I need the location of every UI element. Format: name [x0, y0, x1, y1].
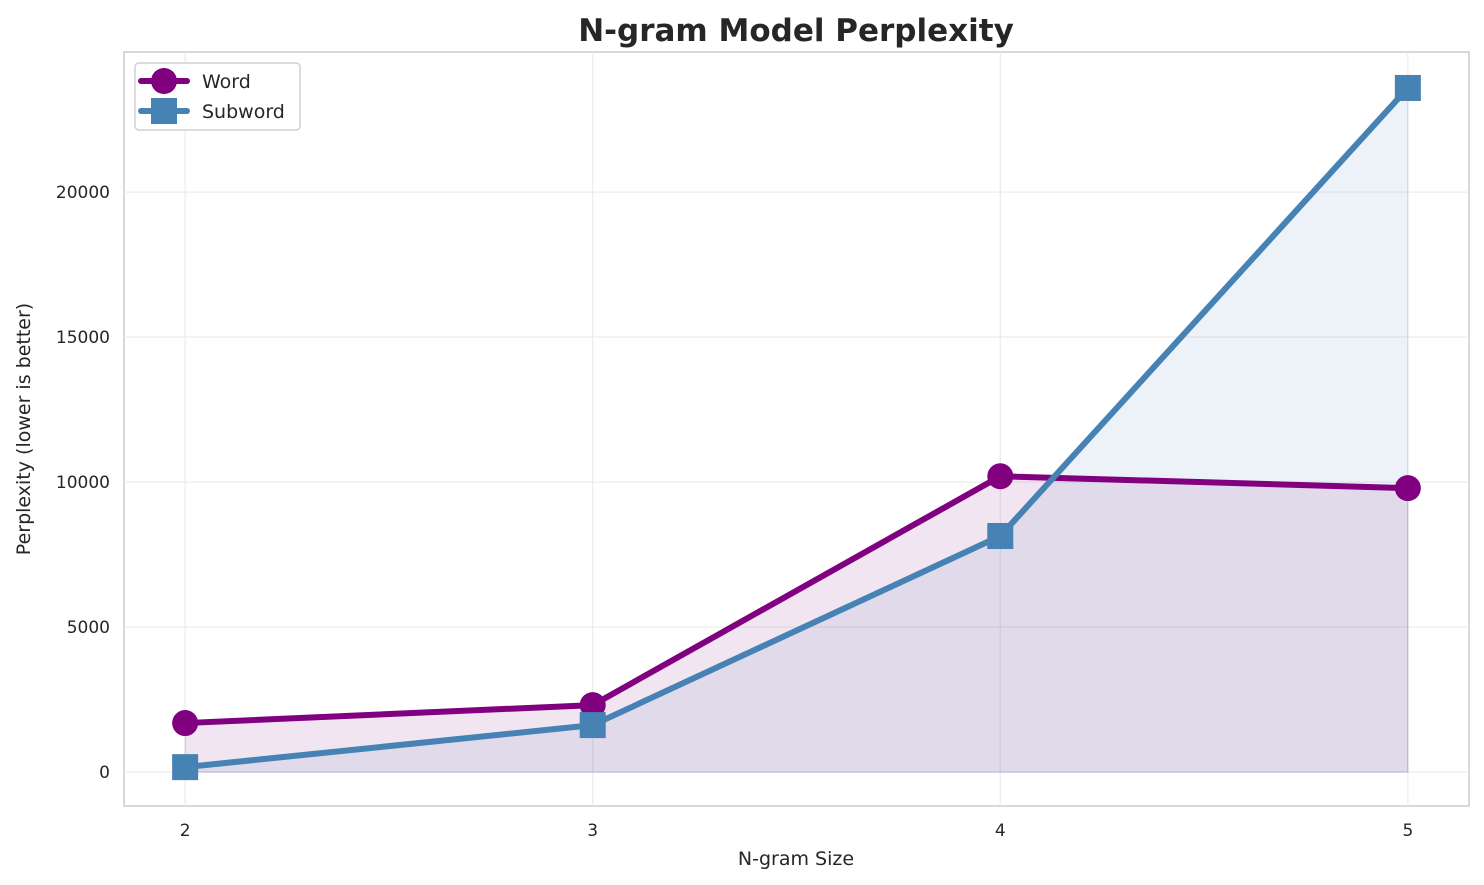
- x-tick-label: 4: [995, 821, 1006, 841]
- legend-label: Word: [202, 71, 251, 93]
- line-word: [185, 473, 1408, 727]
- x-tick-label: 2: [180, 821, 191, 841]
- point-subword: [987, 523, 1014, 550]
- y-tick-label: 15000: [56, 328, 110, 348]
- legend-label: Subword: [202, 101, 285, 123]
- line-subword: [184, 85, 1411, 771]
- x-tick-label: 3: [587, 821, 598, 841]
- point-subword: [579, 712, 606, 739]
- y-tick-label: 20000: [56, 183, 110, 203]
- y-tick-label: 10000: [56, 473, 110, 493]
- point-word: [579, 692, 606, 719]
- point-word: [172, 710, 199, 737]
- point-subword: [1394, 74, 1421, 101]
- y-tick-label: 0: [99, 763, 110, 783]
- legend-marker-square: [151, 98, 177, 124]
- point-word: [987, 463, 1014, 490]
- x-axis-label: N-gram Size: [738, 848, 854, 870]
- chart-title: N-gram Model Perplexity: [578, 13, 1014, 49]
- legend: Word Subword: [134, 62, 301, 131]
- point-subword: [172, 754, 199, 781]
- y-axis-label: Perplexity (lower is better): [13, 303, 35, 555]
- y-tick-label: 5000: [67, 618, 110, 638]
- legend-marker-circle: [151, 68, 177, 94]
- plot-area: [123, 51, 1470, 807]
- point-word: [1394, 475, 1421, 502]
- x-tick-label: 5: [1402, 821, 1413, 841]
